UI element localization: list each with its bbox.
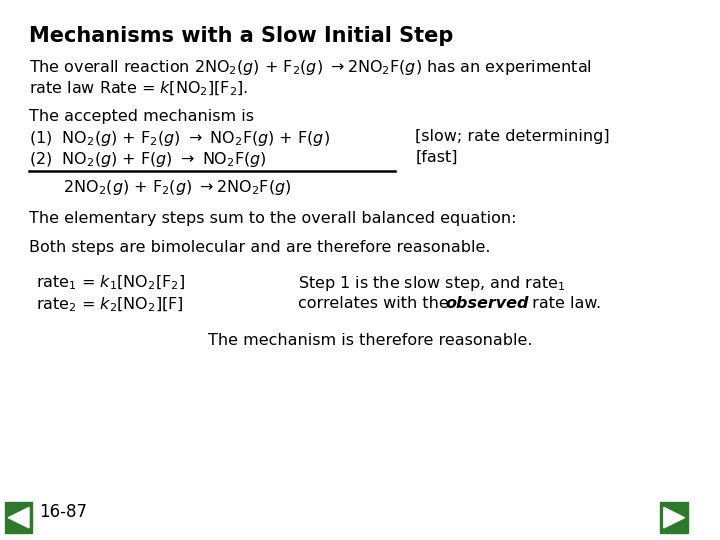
Text: rate$_2$ = $k_2$[NO$_2$][F]: rate$_2$ = $k_2$[NO$_2$][F] [36,296,184,314]
Text: rate law.: rate law. [527,296,601,311]
Text: [slow; rate determining]: [slow; rate determining] [415,129,610,144]
Text: The mechanism is therefore reasonable.: The mechanism is therefore reasonable. [208,333,533,348]
Text: (1)  NO$_2$($g$) + F$_2$($g$) $\rightarrow$ NO$_2$F($g$) + F($g$): (1) NO$_2$($g$) + F$_2$($g$) $\rightarro… [29,129,330,149]
Text: correlates with the: correlates with the [298,296,454,311]
Bar [5,502,32,533]
Text: The overall reaction 2NO$_2$($g$) + F$_2$($g$) $\rightarrow$2NO$_2$F($g$) has an: The overall reaction 2NO$_2$($g$) + F$_2… [29,58,592,77]
Text: The elementary steps sum to the overall balanced equation:: The elementary steps sum to the overall … [29,211,516,226]
Text: 2NO$_2$($g$) + F$_2$($g$) $\rightarrow$2NO$_2$F($g$): 2NO$_2$($g$) + F$_2$($g$) $\rightarrow$2… [42,178,291,197]
Bar [660,502,688,533]
Text: observed: observed [446,296,529,311]
Text: Mechanisms with a Slow Initial Step: Mechanisms with a Slow Initial Step [29,25,454,45]
Polygon shape [9,508,29,528]
Text: [fast]: [fast] [415,150,458,165]
Text: Both steps are bimolecular and are therefore reasonable.: Both steps are bimolecular and are there… [29,240,490,255]
Polygon shape [664,508,685,528]
Text: rate$_1$ = $k_1$[NO$_2$[F$_2$]: rate$_1$ = $k_1$[NO$_2$[F$_2$] [36,274,185,292]
Text: 16-87: 16-87 [40,503,87,522]
Text: rate law Rate = $k$[NO$_2$][F$_2$].: rate law Rate = $k$[NO$_2$][F$_2$]. [29,79,248,98]
Text: (2)  NO$_2$($g$) + F($g$) $\rightarrow$ NO$_2$F($g$): (2) NO$_2$($g$) + F($g$) $\rightarrow$ N… [29,150,267,168]
Text: Step 1 is the slow step, and rate$_1$: Step 1 is the slow step, and rate$_1$ [298,274,565,293]
Text: The accepted mechanism is: The accepted mechanism is [29,109,254,124]
